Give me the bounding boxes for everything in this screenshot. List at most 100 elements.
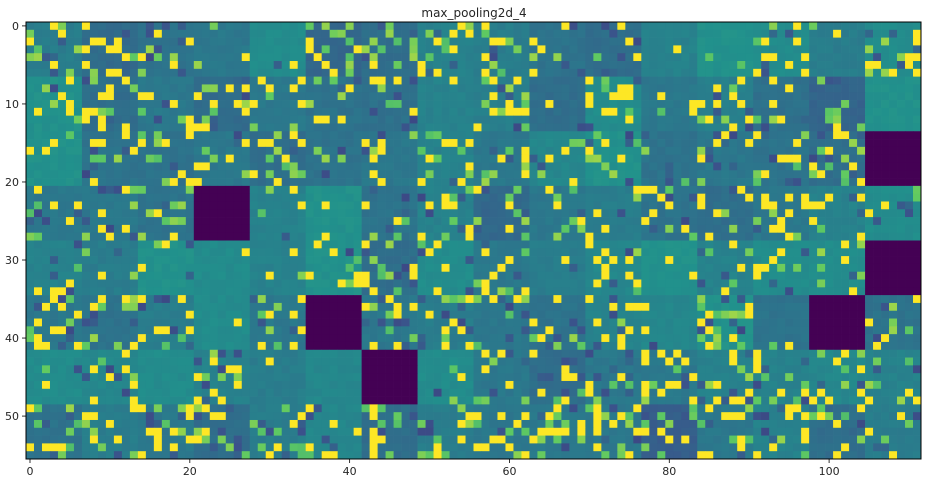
heatmap-cell xyxy=(497,53,506,62)
heatmap-cell xyxy=(753,115,762,124)
heatmap-cell xyxy=(257,84,267,93)
heatmap-cell xyxy=(273,76,283,85)
heatmap-cell xyxy=(793,193,802,202)
heatmap-cell xyxy=(593,107,602,116)
heatmap-cell xyxy=(625,334,634,343)
heatmap-cell xyxy=(209,107,219,116)
heatmap-cell xyxy=(705,349,714,358)
heatmap-cell xyxy=(769,341,778,351)
heatmap-cell xyxy=(577,170,586,179)
heatmap-cell xyxy=(329,53,339,62)
heatmap-cell xyxy=(897,287,906,296)
heatmap-cell xyxy=(201,68,211,77)
heatmap-cell xyxy=(65,45,75,54)
heatmap-cell xyxy=(673,178,682,187)
heatmap-cell xyxy=(257,68,267,77)
heatmap-cell xyxy=(49,287,59,296)
heatmap-cell xyxy=(553,146,562,156)
heatmap-cell xyxy=(209,178,219,187)
heatmap-cell xyxy=(817,115,826,124)
heatmap-cell xyxy=(689,217,698,226)
heatmap-cell xyxy=(497,287,506,296)
heatmap-cell xyxy=(353,341,362,351)
heatmap-cell xyxy=(425,100,434,109)
heatmap-cell xyxy=(457,107,466,116)
heatmap-cell xyxy=(65,29,75,38)
heatmap-cell xyxy=(273,217,283,226)
heatmap-cell xyxy=(537,131,546,140)
heatmap-cell xyxy=(865,178,874,187)
heatmap-cell xyxy=(585,146,594,156)
heatmap-cell xyxy=(777,209,786,218)
heatmap-cell xyxy=(121,76,131,85)
heatmap-cell xyxy=(249,302,259,312)
heatmap-cell xyxy=(817,68,826,77)
heatmap-cell xyxy=(649,193,658,202)
heatmap-cell xyxy=(481,154,490,163)
heatmap-cell xyxy=(425,53,434,62)
heatmap-cell xyxy=(297,326,307,335)
heatmap-cell xyxy=(193,154,203,163)
heatmap-cell xyxy=(433,61,442,70)
heatmap-cell xyxy=(697,146,706,156)
heatmap-cell xyxy=(729,185,738,195)
heatmap-cell xyxy=(33,139,43,148)
heatmap-cell xyxy=(849,22,858,31)
heatmap-cell xyxy=(729,302,738,312)
heatmap-cell xyxy=(649,100,658,109)
heatmap-cell xyxy=(89,334,99,343)
heatmap-cell xyxy=(145,29,155,38)
heatmap-cell xyxy=(385,334,394,343)
heatmap-cell xyxy=(849,131,858,140)
heatmap-cell xyxy=(249,240,259,249)
heatmap-cell xyxy=(593,29,602,38)
heatmap-cell xyxy=(345,224,354,234)
heatmap-cell xyxy=(577,232,586,241)
heatmap-cell xyxy=(225,295,235,304)
heatmap-cell xyxy=(545,357,554,366)
heatmap-cell xyxy=(289,37,299,46)
heatmap-cell xyxy=(329,209,339,218)
heatmap-cell xyxy=(73,162,83,171)
heatmap-cell xyxy=(313,287,323,296)
heatmap-cell xyxy=(649,209,658,218)
heatmap-cell xyxy=(241,61,251,70)
heatmap-cell xyxy=(409,131,418,140)
heatmap-cell xyxy=(249,287,259,296)
heatmap-cell xyxy=(809,139,818,148)
heatmap-cell xyxy=(913,201,922,210)
heatmap-cell xyxy=(257,170,267,179)
heatmap-cell xyxy=(73,139,83,148)
heatmap-cell xyxy=(657,326,666,335)
heatmap-cell xyxy=(833,123,842,132)
heatmap-cell xyxy=(577,53,586,62)
heatmap-cell xyxy=(825,185,834,195)
heatmap-cell xyxy=(161,341,171,351)
heatmap-cell xyxy=(857,256,866,265)
heatmap-cell xyxy=(849,170,858,179)
heatmap-cell xyxy=(89,310,99,319)
heatmap-cell xyxy=(841,248,850,257)
heatmap-cell xyxy=(617,287,626,296)
heatmap-cell xyxy=(857,357,866,366)
heatmap-cell xyxy=(193,162,203,171)
heatmap-cell xyxy=(97,162,107,171)
heatmap-cell xyxy=(345,341,354,351)
heatmap-cell xyxy=(113,61,123,70)
heatmap-cell xyxy=(137,302,147,312)
heatmap-cell xyxy=(49,185,59,195)
heatmap-cell xyxy=(377,162,386,171)
heatmap-cell xyxy=(433,100,442,109)
heatmap-cell xyxy=(177,341,187,351)
heatmap-cell xyxy=(753,154,762,163)
heatmap-cell xyxy=(441,53,450,62)
heatmap-cell xyxy=(393,162,402,171)
heatmap-cell xyxy=(337,162,346,171)
heatmap-cell xyxy=(833,45,842,54)
heatmap-cell xyxy=(473,139,482,148)
heatmap-cell xyxy=(529,318,538,327)
heatmap-cell xyxy=(513,146,522,156)
heatmap-cell xyxy=(26,256,35,265)
heatmap-cell xyxy=(825,170,834,179)
heatmap-cell xyxy=(425,68,434,77)
